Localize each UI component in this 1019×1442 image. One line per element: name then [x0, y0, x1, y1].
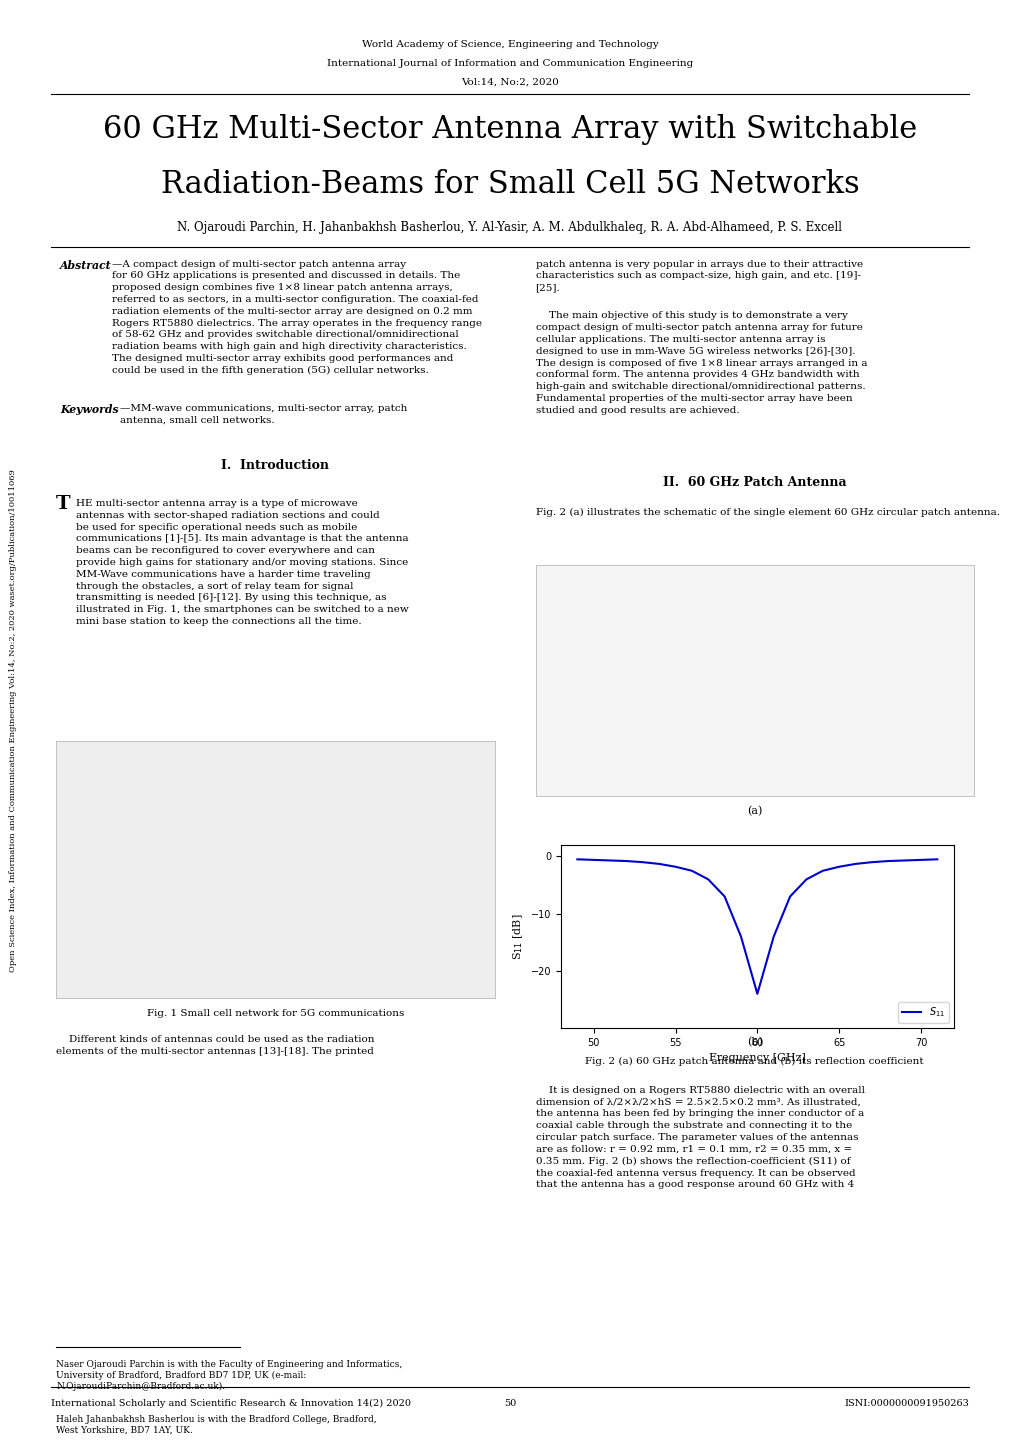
Line: $S_{11}$: $S_{11}$: [577, 859, 936, 994]
$S_{11}$: [767, 929, 780, 946]
Text: I.  Introduction: I. Introduction: [221, 459, 329, 472]
Y-axis label: S$_{11}$ [dB]: S$_{11}$ [dB]: [512, 913, 525, 960]
$S_{11}$: [603, 852, 615, 870]
$S_{11}$: [865, 854, 877, 871]
$S_{11}$: [636, 854, 648, 871]
Text: Different kinds of antennas could be used as the radiation
elements of the multi: Different kinds of antennas could be use…: [56, 1035, 374, 1056]
Text: Open Science Index, Information and Communication Engineering Vol:14, No:2, 2020: Open Science Index, Information and Comm…: [9, 470, 17, 972]
$S_{11}$: [685, 862, 697, 880]
Text: Abstract: Abstract: [60, 260, 112, 271]
Text: Vol:14, No:2, 2020: Vol:14, No:2, 2020: [461, 78, 558, 87]
Text: International Journal of Information and Communication Engineering: International Journal of Information and…: [326, 59, 693, 68]
Bar: [535, 565, 973, 796]
Text: Fig. 2 (a) illustrates the schematic of the single element 60 GHz circular patch: Fig. 2 (a) illustrates the schematic of …: [535, 508, 999, 516]
Text: (b): (b): [746, 1037, 762, 1047]
$S_{11}$: [734, 929, 746, 946]
$S_{11}$: [717, 888, 730, 906]
Text: 50: 50: [503, 1399, 516, 1407]
Text: (a): (a): [746, 806, 762, 816]
$S_{11}$: [620, 852, 632, 870]
$S_{11}$: [571, 851, 583, 868]
$S_{11}$: [587, 851, 599, 868]
Text: ISNI:0000000091950263: ISNI:0000000091950263: [844, 1399, 968, 1407]
Text: HE multi-sector antenna array is a type of microwave
antennas with sector-shaped: HE multi-sector antenna array is a type …: [76, 499, 409, 626]
Bar: [56, 741, 494, 998]
Text: N. Ojaroudi Parchin, H. Jahanbakhsh Basherlou, Y. Al-Yasir, A. M. Abdulkhaleq, R: N. Ojaroudi Parchin, H. Jahanbakhsh Bash…: [177, 221, 842, 234]
Text: Haleh Jahanbakhsh Basherlou is with the Bradford College, Bradford,
West Yorkshi: Haleh Jahanbakhsh Basherlou is with the …: [56, 1415, 376, 1435]
Legend: $S_{11}$: $S_{11}$: [897, 1002, 948, 1024]
$S_{11}$: [750, 985, 762, 1002]
Text: T: T: [56, 495, 70, 512]
$S_{11}$: [898, 852, 910, 870]
$S_{11}$: [668, 858, 681, 875]
$S_{11}$: [833, 858, 845, 875]
Text: 60 GHz Multi-Sector Antenna Array with Switchable: 60 GHz Multi-Sector Antenna Array with S…: [103, 114, 916, 144]
$S_{11}$: [816, 862, 828, 880]
Text: Naser Ojaroudi Parchin is with the Faculty of Engineering and Informatics,
Unive: Naser Ojaroudi Parchin is with the Facul…: [56, 1360, 401, 1392]
Text: The main objective of this study is to demonstrate a very
compact design of mult: The main objective of this study is to d…: [535, 311, 866, 415]
$S_{11}$: [914, 851, 926, 868]
Text: II.  60 GHz Patch Antenna: II. 60 GHz Patch Antenna: [662, 476, 846, 489]
Text: Fig. 1 Small cell network for 5G communications: Fig. 1 Small cell network for 5G communi…: [147, 1009, 404, 1018]
Text: International Scholarly and Scientific Research & Innovation 14(2) 2020: International Scholarly and Scientific R…: [51, 1399, 411, 1407]
Text: Keywords: Keywords: [60, 404, 118, 415]
$S_{11}$: [881, 852, 894, 870]
$S_{11}$: [930, 851, 943, 868]
$S_{11}$: [652, 855, 664, 872]
Text: patch antenna is very popular in arrays due to their attractive
characteristics : patch antenna is very popular in arrays …: [535, 260, 862, 293]
$S_{11}$: [849, 855, 861, 872]
Text: —MM-wave communications, multi-sector array, patch
antenna, small cell networks.: —MM-wave communications, multi-sector ar…: [120, 404, 408, 424]
$S_{11}$: [784, 888, 796, 906]
Text: Radiation-Beams for Small Cell 5G Networks: Radiation-Beams for Small Cell 5G Networ…: [160, 169, 859, 199]
$S_{11}$: [800, 871, 812, 888]
Text: —A compact design of multi-sector patch antenna array
for 60 GHz applications is: —A compact design of multi-sector patch …: [112, 260, 482, 375]
Text: World Academy of Science, Engineering and Technology: World Academy of Science, Engineering an…: [362, 40, 657, 49]
Text: It is designed on a Rogers RT5880 dielectric with an overall
dimension of λ/2×λ/: It is designed on a Rogers RT5880 dielec…: [535, 1086, 864, 1190]
$S_{11}$: [701, 871, 713, 888]
Text: Fig. 2 (a) 60 GHz patch antenna and (b) its reflection coefficient: Fig. 2 (a) 60 GHz patch antenna and (b) …: [585, 1057, 923, 1066]
X-axis label: Frequency [GHz]: Frequency [GHz]: [708, 1054, 805, 1063]
